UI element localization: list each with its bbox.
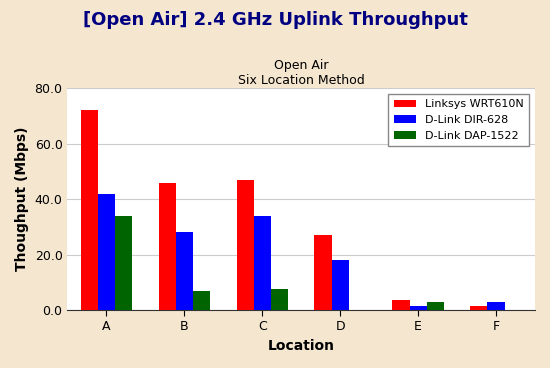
Bar bbox=[158, 183, 176, 310]
Bar bbox=[254, 216, 271, 310]
Bar bbox=[392, 300, 410, 310]
Bar bbox=[332, 260, 349, 310]
Bar bbox=[193, 291, 210, 310]
Bar bbox=[427, 302, 444, 310]
Bar bbox=[236, 180, 254, 310]
Text: [Open Air] 2.4 GHz Uplink Throughput: [Open Air] 2.4 GHz Uplink Throughput bbox=[82, 11, 468, 29]
Bar bbox=[315, 235, 332, 310]
Y-axis label: Thoughput (Mbps): Thoughput (Mbps) bbox=[15, 127, 29, 272]
Bar bbox=[271, 289, 288, 310]
Bar bbox=[487, 302, 504, 310]
Bar bbox=[470, 306, 487, 310]
Bar bbox=[410, 306, 427, 310]
Bar bbox=[115, 216, 132, 310]
Legend: Linksys WRT610N, D-Link DIR-628, D-Link DAP-1522: Linksys WRT610N, D-Link DIR-628, D-Link … bbox=[388, 94, 530, 146]
Title: Open Air
Six Location Method: Open Air Six Location Method bbox=[238, 59, 365, 87]
Bar bbox=[176, 233, 193, 310]
Bar bbox=[81, 110, 98, 310]
X-axis label: Location: Location bbox=[268, 339, 335, 353]
Bar bbox=[98, 194, 115, 310]
